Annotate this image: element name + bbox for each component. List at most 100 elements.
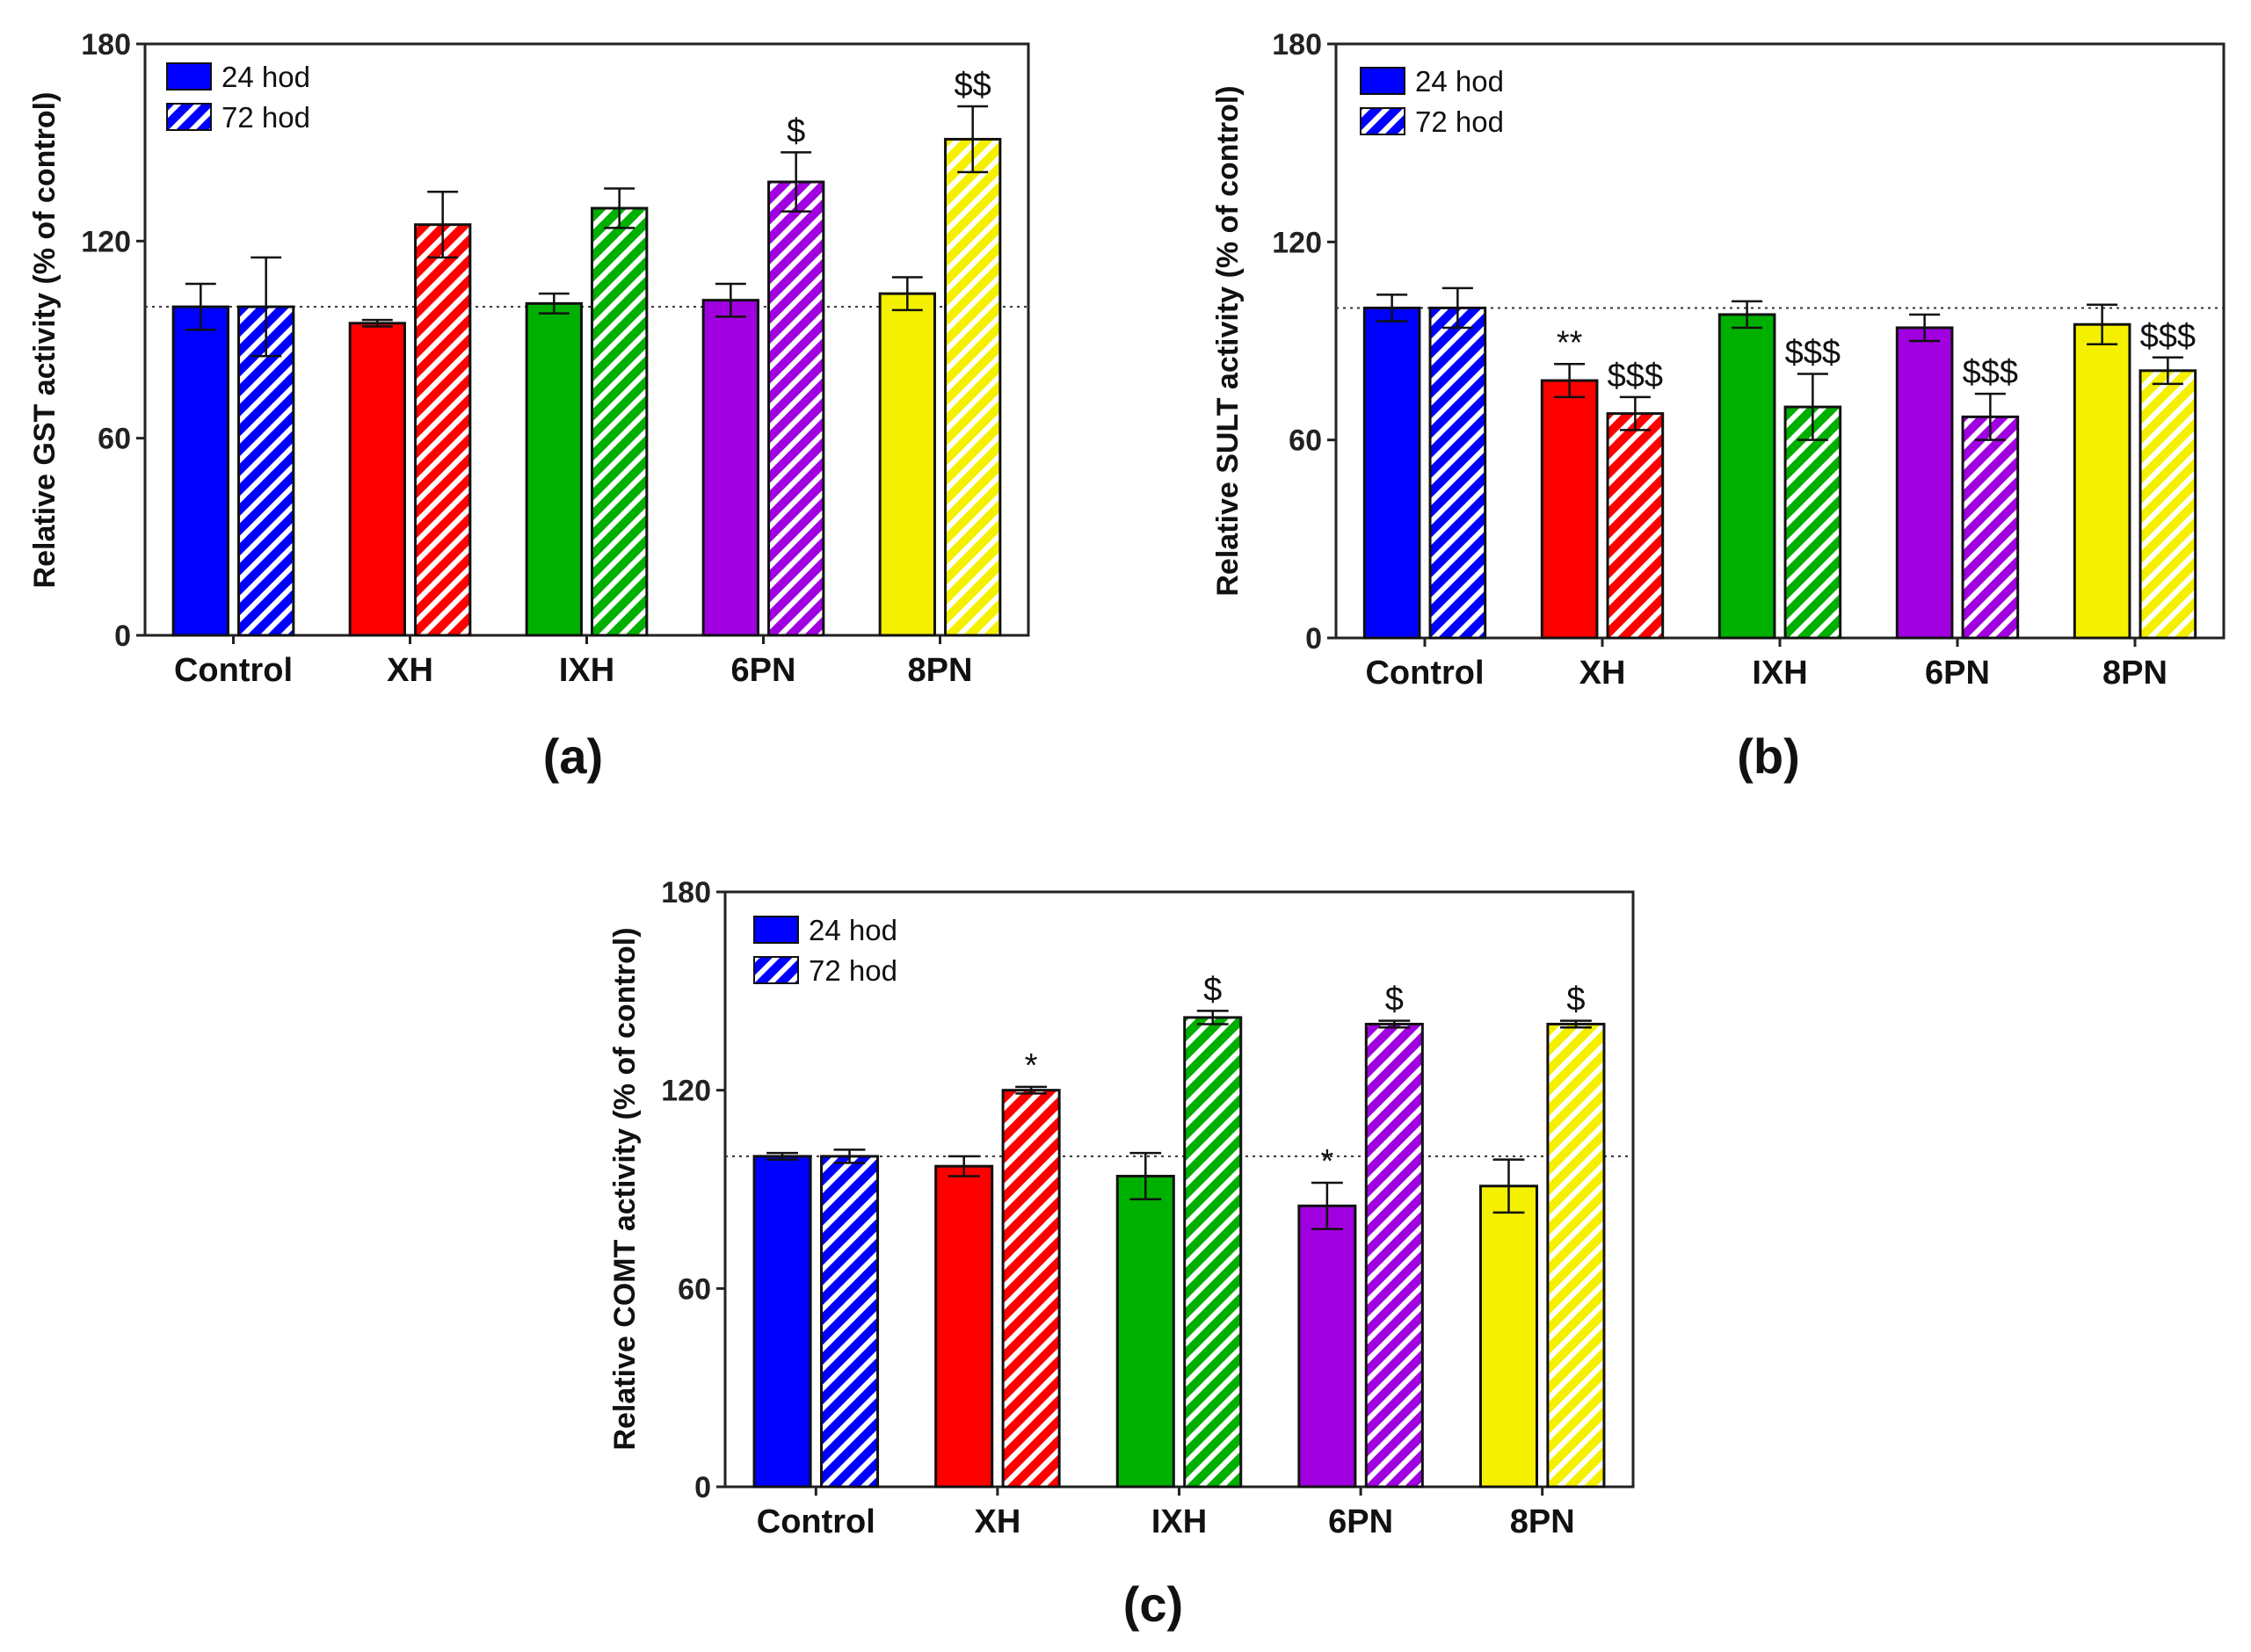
error-bar [891, 276, 923, 312]
category-label-6pn: 6PN [1925, 655, 1990, 692]
error-bar [1492, 1158, 1525, 1214]
bar-6pn-72h [767, 180, 825, 637]
significance-mark: $$$ [2140, 318, 2196, 355]
category-labels: Control XH IXH 6PN 8PN [1365, 638, 2167, 692]
bar-ixh-72h [591, 206, 649, 637]
category-label-6pn: 6PN [731, 652, 796, 689]
legend-swatch-72 [753, 956, 799, 984]
significance-mark: $ [1203, 971, 1222, 1008]
legend-label-24: 24 hod [1415, 65, 1504, 98]
bar-8pn-72h [1546, 1022, 1606, 1489]
y-ticks: 0 60 120 180 [81, 28, 145, 653]
bar-control-24h [1362, 306, 1421, 640]
y-tick-label: 0 [1305, 622, 1322, 656]
significance-marks: ** $$$ $$$ $$$ $$$ [1557, 318, 2196, 395]
category-label-control: Control [757, 1503, 875, 1540]
panel-label: (c) [1123, 1576, 1183, 1632]
significance-mark: * [1025, 1047, 1038, 1084]
panel-c: Relative COMT activity (% of control) (c… [608, 876, 1635, 1632]
panel-label: (b) [1737, 728, 1800, 784]
bar-6pn-24h [701, 299, 759, 637]
error-bar [948, 1155, 980, 1177]
bar-8pn-72h [2138, 369, 2197, 640]
error-bar [1441, 286, 1473, 330]
bar-6pn-72h [1364, 1022, 1424, 1489]
y-axis-label: Relative SULT activity (% of control) [1211, 85, 1245, 596]
y-tick-label: 60 [1289, 424, 1322, 458]
bar-xh-72h [414, 223, 472, 637]
legend: 24 hod 72 hod [1360, 65, 1504, 138]
bar-6pn-24h [1297, 1204, 1357, 1489]
y-tick-label: 60 [98, 423, 131, 456]
bar-xh-24h [934, 1164, 994, 1489]
y-tick-label: 0 [694, 1471, 711, 1504]
bar-control-72h [819, 1155, 880, 1489]
bar-6pn-24h [1895, 326, 1954, 640]
y-ticks: 0 60 120 180 [1272, 28, 1336, 656]
legend-label-72: 72 hod [1415, 105, 1504, 138]
y-axis-label: Relative GST activity (% of control) [28, 92, 62, 589]
panel-label: (a) [543, 728, 603, 784]
category-label-6pn: 6PN [1328, 1503, 1393, 1540]
error-bar [1909, 313, 1941, 343]
error-bar [715, 282, 746, 318]
bar-xh-24h [1540, 379, 1599, 640]
error-bar [1554, 363, 1586, 399]
y-tick-label: 120 [1272, 226, 1322, 259]
bar-control-72h [1428, 306, 1487, 640]
significance-mark: $$$ [1963, 354, 2018, 391]
category-label-ixh: IXH [1151, 1503, 1207, 1540]
significance-mark: $ [1566, 982, 1585, 1018]
bar-6pn-72h [1961, 415, 2020, 640]
category-label-8pn: 8PN [1510, 1503, 1575, 1540]
category-label-control: Control [174, 652, 293, 689]
bar-control-24h [171, 305, 229, 637]
y-ticks: 0 60 120 180 [661, 876, 725, 1504]
error-bar [427, 191, 459, 259]
category-label-control: Control [1365, 655, 1484, 692]
error-bar [2087, 303, 2118, 346]
error-bar [1376, 293, 1408, 322]
category-label-xh: XH [1579, 655, 1626, 692]
legend-swatch-24 [166, 62, 212, 91]
category-labels: Control XH IXH 6PN 8PN [174, 635, 973, 689]
error-bars [185, 105, 989, 358]
error-bar [361, 318, 393, 328]
legend: 24 hod 72 hod [166, 61, 310, 134]
significance-mark: * [1320, 1143, 1333, 1180]
category-label-xh: XH [975, 1503, 1021, 1540]
error-bar [1619, 395, 1651, 431]
error-bar [1732, 300, 1763, 330]
bars [171, 137, 1002, 637]
error-bar [604, 187, 635, 229]
bars [752, 1016, 1606, 1489]
category-label-ixh: IXH [559, 652, 614, 689]
category-label-8pn: 8PN [908, 652, 973, 689]
y-tick-label: 120 [661, 1075, 711, 1108]
legend-swatch-72 [166, 103, 212, 131]
y-tick-label: 180 [661, 876, 711, 909]
bar-8pn-24h [878, 292, 936, 637]
category-label-ixh: IXH [1752, 655, 1807, 692]
legend-label-24: 24 hod [221, 61, 310, 93]
error-bar [1797, 373, 1828, 441]
bar-ixh-24h [525, 301, 583, 637]
y-tick-label: 60 [678, 1272, 711, 1306]
error-bar [185, 282, 216, 331]
y-tick-label: 120 [81, 225, 131, 258]
bars [1362, 306, 2197, 640]
y-tick-label: 0 [114, 620, 131, 653]
significance-mark: $$$ [1785, 335, 1841, 372]
error-bar [1015, 1085, 1048, 1095]
legend-label-24: 24 hod [809, 914, 897, 946]
significance-mark: ** [1557, 324, 1583, 361]
bar-8pn-72h [944, 137, 1002, 637]
error-bar [781, 151, 812, 213]
error-bar [1559, 1019, 1592, 1029]
bar-xh-72h [1606, 412, 1665, 640]
bar-control-72h [237, 305, 295, 637]
error-bar [1311, 1181, 1343, 1230]
bar-ixh-24h [1717, 313, 1776, 640]
category-labels: Control XH IXH 6PN 8PN [757, 1487, 1575, 1540]
bar-8pn-24h [2073, 322, 2131, 640]
